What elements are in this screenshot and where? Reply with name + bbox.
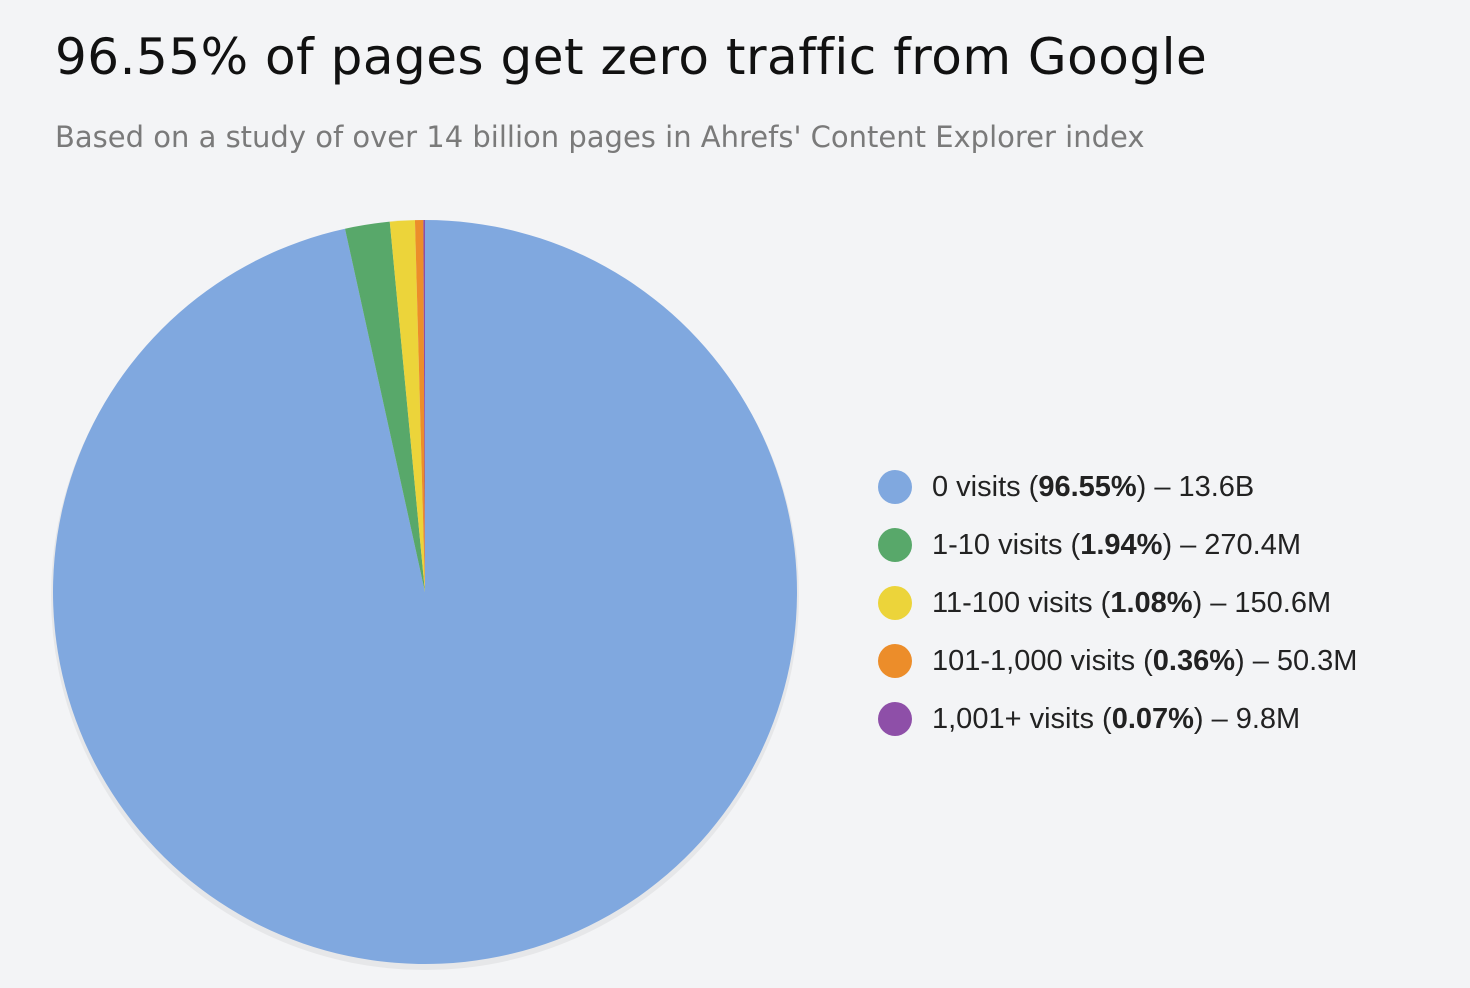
pie-chart bbox=[51, 220, 799, 970]
chart-subtitle: Based on a study of over 14 billion page… bbox=[55, 120, 1145, 154]
legend-swatch bbox=[878, 586, 912, 620]
legend-paren: ( bbox=[1143, 644, 1153, 677]
legend-count: 13.6B bbox=[1178, 470, 1255, 503]
legend-percent: 96.55% bbox=[1038, 470, 1137, 503]
pie-slice bbox=[423, 220, 425, 592]
legend-percent: 0.07% bbox=[1111, 702, 1194, 735]
pie-slice bbox=[389, 220, 425, 593]
legend-paren: ) bbox=[1235, 644, 1245, 677]
pie-slice bbox=[344, 221, 425, 592]
legend: 0 visits(96.55%) –13.6B 1-10 visits(1.94%)… bbox=[878, 458, 1357, 748]
legend-count: 150.6M bbox=[1234, 586, 1332, 619]
legend-entry: 1,001+ visits(0.07%) –9.8M bbox=[878, 690, 1357, 748]
legend-dash: – bbox=[1252, 644, 1269, 677]
legend-paren: ) bbox=[1193, 702, 1204, 735]
legend-label: 0 visits bbox=[932, 470, 1021, 503]
legend-label: 101-1,000 visits bbox=[932, 644, 1136, 677]
legend-paren: ) bbox=[1136, 470, 1147, 503]
legend-paren: ( bbox=[1028, 470, 1039, 503]
legend-count: 270.4M bbox=[1204, 528, 1301, 561]
legend-dash: – bbox=[1154, 470, 1171, 503]
legend-entry: 11-100 visits(1.08%) –150.6M bbox=[878, 574, 1357, 632]
legend-entry: 1-10 visits(1.94%) –270.4M bbox=[878, 516, 1357, 574]
legend-percent: 1.08% bbox=[1110, 586, 1193, 619]
legend-dash: – bbox=[1210, 586, 1227, 619]
legend-percent: 1.94% bbox=[1080, 528, 1163, 561]
legend-percent: 0.36% bbox=[1152, 644, 1236, 677]
legend-swatch bbox=[878, 528, 912, 562]
legend-paren: ) bbox=[1192, 586, 1203, 619]
legend-dash: – bbox=[1180, 528, 1197, 561]
legend-label: 11-100 visits bbox=[932, 586, 1093, 619]
pie-slice bbox=[53, 220, 798, 964]
legend-paren: ( bbox=[1070, 528, 1081, 561]
legend-count: 50.3M bbox=[1276, 644, 1358, 677]
pie-slice bbox=[414, 220, 425, 592]
legend-paren: ( bbox=[1102, 702, 1112, 735]
legend-entry: 0 visits(96.55%) –13.6B bbox=[878, 458, 1357, 516]
legend-swatch bbox=[878, 702, 912, 736]
legend-dash: – bbox=[1211, 702, 1228, 735]
chart-title: 96.55% of pages get zero traffic from Go… bbox=[55, 28, 1208, 86]
legend-entry: 101-1,000 visits(0.36%) –50.3M bbox=[878, 632, 1357, 690]
legend-paren: ) bbox=[1162, 528, 1173, 561]
legend-paren: ( bbox=[1100, 586, 1111, 619]
legend-swatch bbox=[878, 644, 912, 678]
legend-count: 9.8M bbox=[1235, 702, 1301, 735]
legend-label: 1-10 visits bbox=[932, 528, 1063, 561]
legend-swatch bbox=[878, 470, 912, 504]
legend-label: 1,001+ visits bbox=[932, 702, 1095, 735]
